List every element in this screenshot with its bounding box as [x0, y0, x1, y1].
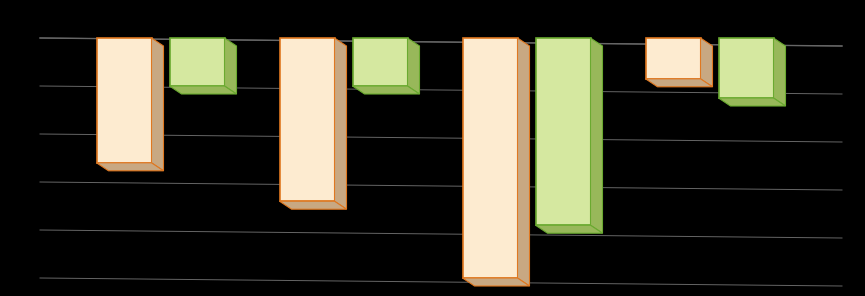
Polygon shape: [773, 38, 785, 106]
Polygon shape: [463, 38, 517, 278]
Polygon shape: [353, 38, 407, 86]
Polygon shape: [279, 201, 347, 209]
Polygon shape: [97, 38, 151, 163]
Polygon shape: [225, 38, 236, 94]
Polygon shape: [353, 86, 420, 94]
Polygon shape: [463, 278, 529, 286]
Polygon shape: [170, 38, 225, 86]
Polygon shape: [535, 225, 603, 233]
Polygon shape: [719, 38, 773, 98]
Polygon shape: [151, 38, 163, 171]
Polygon shape: [279, 38, 335, 201]
Polygon shape: [645, 79, 713, 87]
Polygon shape: [97, 163, 163, 171]
Polygon shape: [645, 38, 701, 79]
Polygon shape: [170, 86, 236, 94]
Polygon shape: [701, 38, 713, 87]
Polygon shape: [335, 38, 347, 209]
Polygon shape: [517, 38, 529, 286]
Polygon shape: [719, 98, 785, 106]
Polygon shape: [591, 38, 603, 233]
Polygon shape: [535, 38, 591, 225]
Polygon shape: [407, 38, 420, 94]
